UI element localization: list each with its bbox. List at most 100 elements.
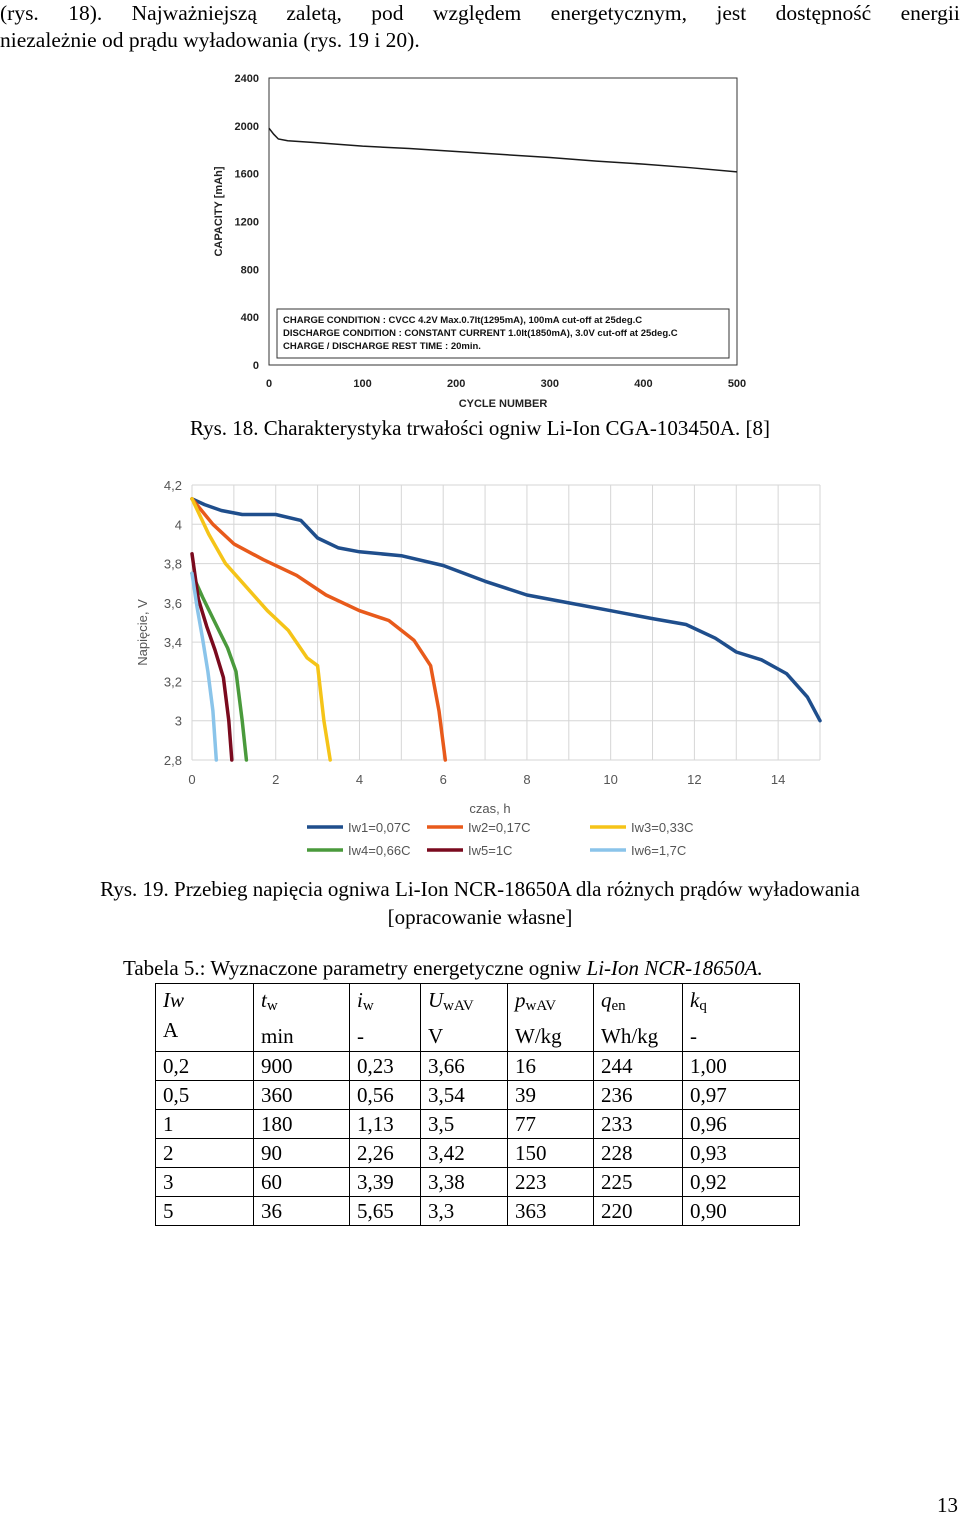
x-tick-label: 10 <box>603 772 617 787</box>
table-cell: 0,92 <box>682 1167 800 1197</box>
condition-annotation: CHARGE / DISCHARGE REST TIME : 20min. <box>283 341 481 352</box>
x-tick-label: 6 <box>440 772 447 787</box>
table-cell: 39 <box>507 1080 594 1110</box>
header-symbol-letter: U <box>428 988 444 1012</box>
series-line-6 <box>190 571 219 762</box>
figure-18-chart: 0 400 800 1200 1600 2000 2400 0 100 200 300 400 500 C… <box>213 73 746 410</box>
x-axis-label: CYCLE NUMBER <box>459 398 548 410</box>
table-cell: 0,97 <box>682 1080 800 1110</box>
y-tick-label: 4,2 <box>164 478 182 493</box>
header-subscript: q <box>699 998 707 1014</box>
y-tick-label: 3,8 <box>164 557 182 572</box>
table-row: 1 180 1,13 3,5 77 233 0,96 <box>155 1109 800 1139</box>
header-symbol: UwAV <box>428 985 507 1021</box>
y-tick-label: 3,2 <box>164 674 182 689</box>
table-cell: 3,5 <box>420 1109 508 1139</box>
x-tick-label: 0 <box>266 378 272 390</box>
table-cell: 363 <box>507 1196 594 1226</box>
table-cell: 150 <box>507 1138 594 1168</box>
x-tick-label: 300 <box>541 378 559 390</box>
table-cell: 233 <box>593 1109 683 1139</box>
intro-word: Najważniejszą <box>131 1 257 25</box>
series-line-3 <box>190 497 332 762</box>
table-cell: 5 <box>155 1196 254 1226</box>
header-symbol: Iw <box>163 985 253 1015</box>
y-tick-label: 4 <box>175 517 182 532</box>
capacity-series-line <box>268 127 738 173</box>
intro-word: pod <box>371 1 404 25</box>
table-cell: 1 <box>155 1109 254 1139</box>
table-cell: 60 <box>253 1167 350 1197</box>
x-tick-label: 500 <box>728 378 746 390</box>
table-cell: 2 <box>155 1138 254 1168</box>
header-symbol: iw <box>357 985 420 1021</box>
header-symbol-letter: t <box>261 988 267 1012</box>
table-cell: 360 <box>253 1080 350 1110</box>
x-axis-label: czas, h <box>469 801 510 816</box>
table-cell: 0,5 <box>155 1080 254 1110</box>
table-cell: 1,00 <box>682 1051 800 1081</box>
table-cell: 223 <box>507 1167 594 1197</box>
table-cell: 220 <box>593 1196 683 1226</box>
header-symbol-letter: p <box>515 988 526 1012</box>
table-cell: 16 <box>507 1051 594 1081</box>
table-cell: 0,56 <box>349 1080 421 1110</box>
table-header-cell: tw min <box>253 983 350 1052</box>
x-tick-label: 0 <box>188 772 195 787</box>
legend-entry: Iw5=1C <box>468 843 512 858</box>
table-row: 5 36 5,65 3,3 363 220 0,90 <box>155 1196 800 1226</box>
y-tick-label: 3,6 <box>164 596 182 611</box>
header-unit: V <box>428 1024 444 1048</box>
y-axis-label: Napięcie, V <box>135 599 150 666</box>
table-cell: 0,96 <box>682 1109 800 1139</box>
y-tick-label: 0 <box>253 360 259 372</box>
table-cell: 225 <box>593 1167 683 1197</box>
table-cell: 36 <box>253 1196 350 1226</box>
x-tick-label: 14 <box>771 772 785 787</box>
header-symbol: qen <box>601 985 682 1021</box>
series-line-4 <box>190 571 249 762</box>
x-tick-label: 8 <box>523 772 530 787</box>
intro-word: (rys. <box>0 1 39 25</box>
y-tick-label: 2400 <box>235 73 259 85</box>
table-cell: 0,23 <box>349 1051 421 1081</box>
condition-annotation: DISCHARGE CONDITION : CONSTANT CURRENT 1… <box>283 328 678 339</box>
header-unit: A <box>163 1018 179 1042</box>
figure-18-caption: Rys. 18. Charakterystyka trwałości ogniw… <box>189 416 771 440</box>
legend-entry: Iw3=0,33C <box>631 820 694 835</box>
y-tick-label: 1600 <box>235 169 259 181</box>
header-subscript: w <box>266 998 278 1014</box>
table-cell: 244 <box>593 1051 683 1081</box>
header-subscript: wAV <box>525 998 557 1014</box>
figure-19-caption: Rys. 19. Przebieg napięcia ogniwa Li-Ion… <box>0 875 960 931</box>
series-line-5 <box>190 552 234 762</box>
header-unit: W/kg <box>515 1024 562 1048</box>
table-cell: 3,3 <box>420 1196 508 1226</box>
table-cell: 0,93 <box>682 1138 800 1168</box>
table-cell: 77 <box>507 1109 594 1139</box>
x-tick-label: 12 <box>687 772 701 787</box>
header-unit: min <box>261 1024 294 1048</box>
header-subscript: wAV <box>443 998 474 1014</box>
table-5-caption-italic: Li-Ion NCR-18650A. <box>586 956 763 980</box>
header-unit: - <box>690 1024 697 1048</box>
table-5-caption: Tabela 5.: Wyznaczone parametry energety… <box>123 956 763 981</box>
x-tick-label: 100 <box>353 378 371 390</box>
intro-word: 18). <box>68 1 103 25</box>
table-cell: 900 <box>253 1051 350 1081</box>
table-cell: 1,13 <box>349 1109 421 1139</box>
header-symbol-letter: i <box>357 988 363 1012</box>
y-tick-label: 800 <box>241 264 259 276</box>
header-symbol-letter: k <box>690 988 700 1012</box>
page-number: 13 <box>937 1493 958 1517</box>
header-unit: - <box>357 1024 364 1048</box>
table-row: 0,2 900 0,23 3,66 16 244 1,00 <box>155 1051 800 1081</box>
table-cell: 180 <box>253 1109 350 1139</box>
y-axis-label: CAPACITY [mAh] <box>213 166 225 256</box>
table-cell: 0,90 <box>682 1196 800 1226</box>
table-header-cell: Iw A <box>155 983 254 1052</box>
table-row: 2 90 2,26 3,42 150 228 0,93 <box>155 1138 800 1168</box>
table-header-cell: iw - <box>349 983 421 1052</box>
